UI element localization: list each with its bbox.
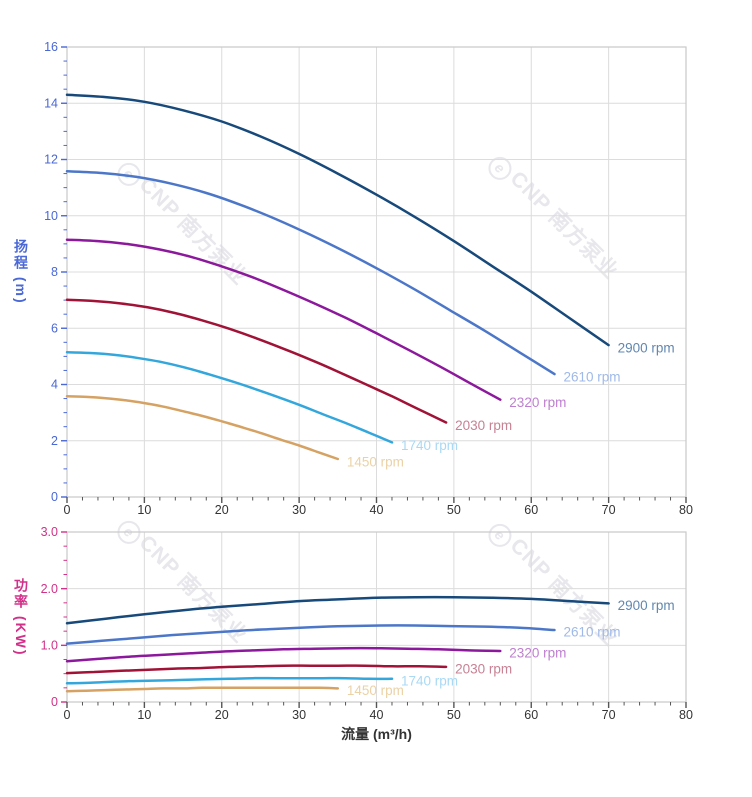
curve-label-2610-rpm: 2610 rpm bbox=[563, 370, 620, 385]
curve-2900-rpm bbox=[65, 595, 610, 625]
x-tick-label: 20 bbox=[215, 708, 229, 722]
curve-label-1740-rpm: 1740 rpm bbox=[401, 673, 458, 688]
x-tick-label: 30 bbox=[292, 503, 306, 517]
head-axis-title-text: 扬程 (m) bbox=[13, 239, 29, 305]
y-tick-label: 2 bbox=[51, 434, 58, 448]
curve-label-2030-rpm: 2030 rpm bbox=[455, 661, 512, 676]
chart-head: 0 2 4 6 8 10 12 14 16 0 10 20 30 40 50 60 70 80 2900 rpm 26… bbox=[44, 40, 693, 517]
flow-axis-title: 流量 (m³/h) bbox=[341, 726, 412, 742]
y-tick-label: 1.0 bbox=[41, 639, 58, 653]
y-tick-label: 8 bbox=[51, 265, 58, 279]
curve-label-2900-rpm: 2900 rpm bbox=[618, 341, 675, 356]
y-axis-ticks: 0 2 4 6 8 10 12 14 16 bbox=[44, 40, 67, 504]
curve-2610-rpm bbox=[65, 170, 556, 376]
curve-2320-rpm bbox=[65, 238, 502, 401]
curve-label-2610-rpm: 2610 rpm bbox=[563, 625, 620, 640]
y-tick-label: 16 bbox=[44, 40, 58, 54]
y-tick-label: 10 bbox=[44, 209, 58, 223]
power-axis-title: 功率 (KW) bbox=[8, 532, 34, 702]
y-tick-label: 4 bbox=[51, 378, 58, 392]
x-tick-label: 0 bbox=[64, 503, 71, 517]
curve-label-2030-rpm: 2030 rpm bbox=[455, 418, 512, 433]
x-tick-label: 10 bbox=[137, 708, 151, 722]
chart-power: 0 1.0 2.0 3.0 0 10 20 30 40 50 60 70 80 2900 rpm 2610 … bbox=[41, 525, 693, 722]
y-tick-label: 14 bbox=[44, 96, 58, 110]
curve-label-1450-rpm: 1450 rpm bbox=[347, 683, 404, 698]
x-tick-label: 30 bbox=[292, 708, 306, 722]
curve-2320-rpm bbox=[65, 646, 502, 663]
y-tick-label: 0 bbox=[51, 695, 58, 709]
curve-2900-rpm bbox=[65, 93, 610, 347]
x-tick-label: 60 bbox=[524, 708, 538, 722]
curve-1740-rpm bbox=[65, 676, 394, 685]
y-tick-label: 0 bbox=[51, 490, 58, 504]
y-tick-label: 3.0 bbox=[41, 525, 58, 539]
curve-2030-rpm bbox=[65, 664, 448, 675]
curve-2610-rpm bbox=[65, 624, 556, 645]
head-axis-title: 扬程 (m) bbox=[8, 47, 34, 497]
y-tick-label: 2.0 bbox=[41, 582, 58, 596]
x-tick-label: 60 bbox=[524, 503, 538, 517]
x-tick-label: 50 bbox=[447, 708, 461, 722]
x-tick-label: 0 bbox=[64, 708, 71, 722]
x-tick-label: 20 bbox=[215, 503, 229, 517]
power-axis-title-text: 功率 (KW) bbox=[13, 577, 29, 657]
x-tick-label: 40 bbox=[370, 708, 384, 722]
curve-label-1740-rpm: 1740 rpm bbox=[401, 438, 458, 453]
x-tick-label: 10 bbox=[137, 503, 151, 517]
x-tick-label: 80 bbox=[679, 708, 693, 722]
curve-1740-rpm bbox=[65, 350, 394, 444]
y-tick-label: 12 bbox=[44, 153, 58, 167]
x-axis-ticks: 0 10 20 30 40 50 60 70 80 bbox=[64, 497, 693, 517]
gridlines bbox=[67, 47, 686, 497]
x-tick-label: 50 bbox=[447, 503, 461, 517]
y-tick-label: 6 bbox=[51, 321, 58, 335]
x-tick-label: 40 bbox=[370, 503, 384, 517]
curve-1450-rpm bbox=[65, 686, 340, 693]
gridlines bbox=[67, 532, 686, 702]
curve-1450-rpm bbox=[65, 395, 340, 461]
x-axis-ticks: 0 10 20 30 40 50 60 70 80 bbox=[64, 702, 693, 722]
x-tick-label: 80 bbox=[679, 503, 693, 517]
x-tick-label: 70 bbox=[602, 503, 616, 517]
curve-2030-rpm bbox=[65, 298, 448, 424]
curve-label-2320-rpm: 2320 rpm bbox=[509, 646, 566, 661]
curve-label-2320-rpm: 2320 rpm bbox=[509, 395, 566, 410]
curve-label-2900-rpm: 2900 rpm bbox=[618, 598, 675, 613]
curve-label-1450-rpm: 1450 rpm bbox=[347, 455, 404, 470]
y-axis-ticks: 0 1.0 2.0 3.0 bbox=[41, 525, 67, 709]
x-tick-label: 70 bbox=[602, 708, 616, 722]
